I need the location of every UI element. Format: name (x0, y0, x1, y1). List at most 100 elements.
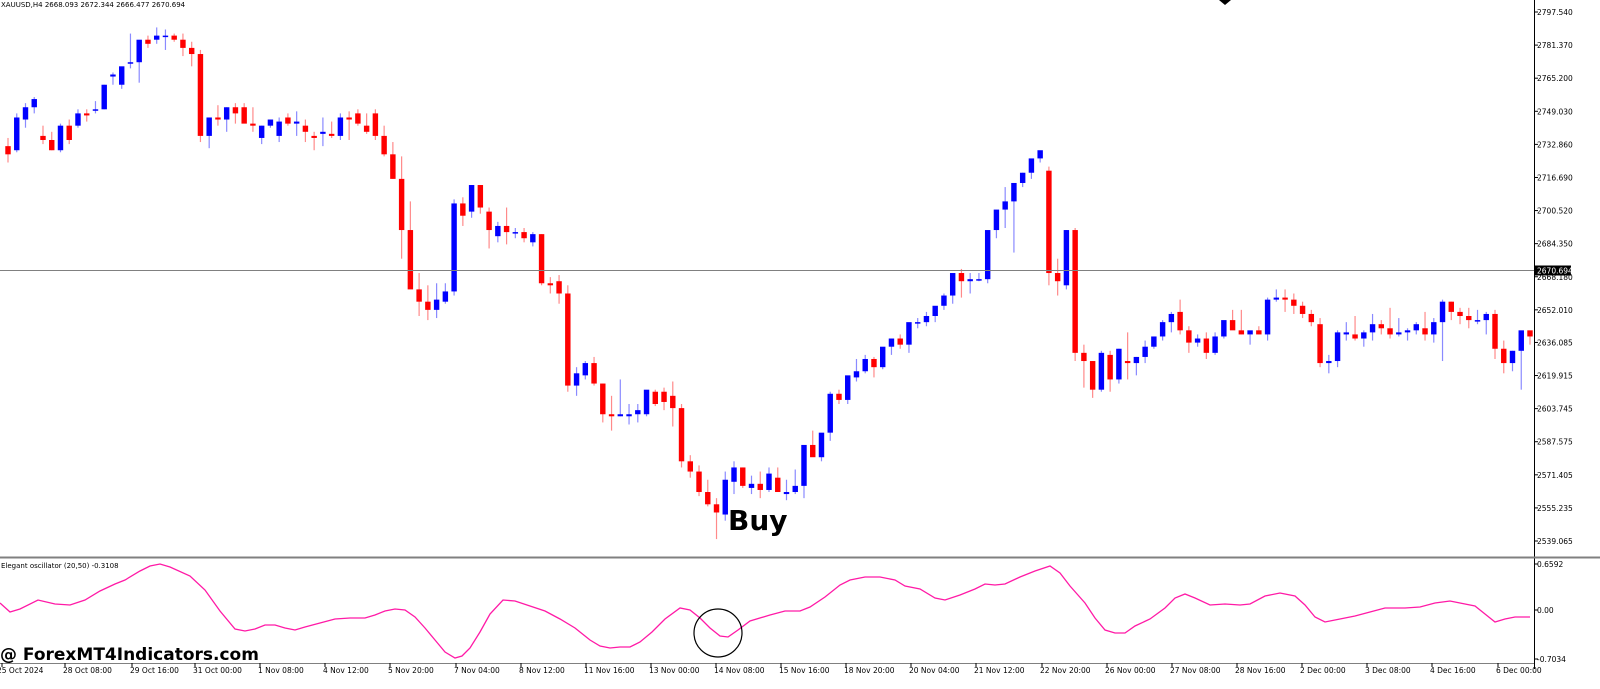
candle (696, 471, 702, 493)
candle (75, 113, 81, 126)
candle (250, 123, 256, 126)
oscillator-line (0, 563, 1530, 659)
candle (1518, 330, 1524, 351)
candle (1159, 322, 1166, 337)
price-tick-label: 2636.085 (1537, 338, 1573, 347)
candle (1334, 332, 1341, 362)
oscillator-tick-label: 0.00 (1537, 606, 1554, 615)
chart-title: XAUUSD,H4 2668.093 2672.344 2666.477 267… (1, 1, 186, 9)
candle (355, 113, 361, 124)
candle (223, 107, 230, 120)
candle (1474, 320, 1481, 322)
price-tick-label: 2781.370 (1537, 41, 1573, 50)
candle (1089, 361, 1096, 390)
candle (976, 279, 982, 281)
oscillator-panel[interactable]: 0.6592 0.00 -0.7034 (0, 560, 1566, 664)
candle (372, 113, 379, 136)
candle (215, 117, 221, 120)
candle (311, 135, 317, 138)
candle (145, 39, 151, 44)
candle (906, 322, 912, 345)
candle (1457, 311, 1463, 317)
watermark: @ ForexMT4Indicators.com (0, 645, 259, 665)
candle (853, 371, 860, 378)
candle (442, 291, 449, 302)
candle (1369, 324, 1376, 333)
candle (407, 230, 414, 290)
time-tick-label: 4 Nov 12:00 (323, 666, 369, 675)
candle (687, 461, 693, 472)
candle (1133, 356, 1140, 364)
candle (1011, 182, 1017, 202)
candle (1177, 311, 1183, 331)
candle (617, 414, 624, 417)
candle (302, 125, 309, 132)
candle (801, 444, 807, 486)
candle (1151, 336, 1157, 347)
candle (661, 391, 667, 402)
current-price-tag (1535, 265, 1571, 276)
candle (670, 395, 676, 409)
candle (914, 322, 921, 324)
candle (153, 35, 160, 40)
price-tick-label: 2732.860 (1537, 140, 1573, 149)
candle (337, 117, 344, 136)
candle (967, 279, 973, 282)
time-tick-label: 22 Nov 20:00 (1040, 666, 1091, 675)
candle (1439, 301, 1446, 323)
time-tick-label: 27 Nov 08:00 (1170, 666, 1221, 675)
candle (993, 209, 1000, 231)
candle (1142, 346, 1148, 357)
candle (1124, 361, 1131, 364)
candle (346, 117, 352, 120)
price-tick-label: 2555.235 (1537, 504, 1573, 513)
candle (320, 131, 326, 134)
candle (241, 107, 247, 124)
candle (1431, 322, 1437, 335)
candle (84, 113, 90, 116)
candle (1466, 316, 1472, 321)
candle (1063, 230, 1070, 286)
price-tick-label: 2571.405 (1537, 471, 1573, 480)
candle (722, 479, 728, 515)
candle (127, 62, 134, 64)
candle (1492, 313, 1498, 349)
price-tick-label: 2684.350 (1537, 240, 1573, 249)
time-axis: 25 Oct 2024 28 Oct 08:00 29 Oct 16:00 31 Oc… (0, 663, 1542, 675)
candle (538, 234, 545, 284)
oscillator-tick-label: -0.7034 (1537, 655, 1566, 664)
price-tick-label: 2539.065 (1537, 537, 1573, 546)
candle (1054, 273, 1061, 282)
buy-signal-label: Buy (728, 504, 788, 537)
candle (425, 301, 431, 310)
candle (162, 35, 169, 38)
time-tick-label: 3 Dec 08:00 (1365, 666, 1411, 675)
candle (740, 467, 746, 486)
candle (984, 230, 991, 280)
time-tick-label: 7 Nov 04:00 (454, 666, 500, 675)
candle (565, 293, 571, 386)
candle (766, 473, 772, 490)
candle (1046, 170, 1052, 274)
time-tick-label: 15 Nov 16:00 (779, 666, 830, 675)
candle (398, 178, 405, 231)
svg-text:2670.694: 2670.694 (1537, 267, 1573, 276)
candle (862, 358, 868, 372)
candle (171, 35, 177, 40)
price-tick-label: 2619.915 (1537, 372, 1573, 381)
candle (136, 39, 142, 63)
candle (119, 66, 125, 85)
candle (1352, 334, 1358, 339)
candle (1264, 299, 1271, 335)
candle (49, 139, 55, 151)
price-tick-label: 2587.575 (1537, 438, 1573, 447)
candle (1361, 332, 1367, 339)
candle (888, 338, 895, 347)
candle (512, 232, 519, 234)
candle (1413, 324, 1419, 331)
time-tick-label: 20 Nov 04:00 (909, 666, 960, 675)
time-tick-label: 31 Oct 00:00 (193, 666, 242, 675)
candle (486, 211, 492, 231)
candle (1037, 150, 1043, 159)
